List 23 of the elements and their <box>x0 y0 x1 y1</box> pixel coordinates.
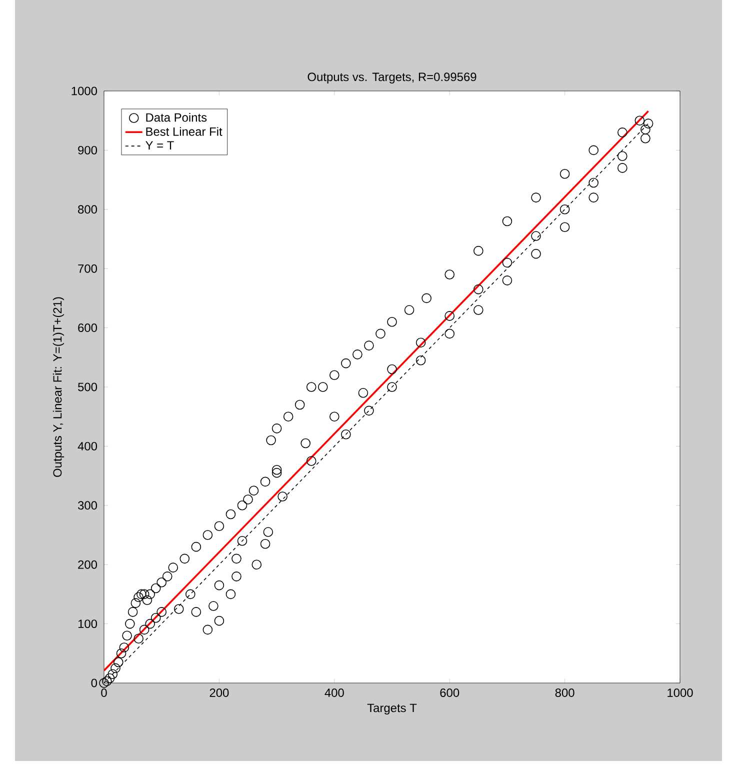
y-tick-label: 900 <box>78 146 98 154</box>
y-tick-label: 1000 <box>72 86 98 96</box>
x-tick-label: 600 <box>440 688 460 697</box>
y-tick-label: 700 <box>78 264 98 273</box>
legend-label: Data Points <box>146 112 207 122</box>
x-tick-label: 400 <box>324 688 344 697</box>
x-tick-label: 200 <box>210 688 229 697</box>
y-tick-label: 100 <box>78 620 98 628</box>
x-tick-label: 0 <box>101 688 107 697</box>
x-axis-title: Targets T <box>367 704 417 715</box>
y-tick-label: 600 <box>78 324 98 332</box>
y-tick-label: 500 <box>78 382 98 392</box>
y-tick-label: 0 <box>91 678 98 688</box>
y-tick-label: 800 <box>78 205 98 214</box>
legend-label: Best Linear Fit <box>146 127 222 136</box>
legend-label: Y = T <box>146 141 174 150</box>
chart-title: Outputs vs. Targets, R=0.99569 <box>308 72 476 84</box>
y-tick-label: 300 <box>78 501 98 510</box>
x-tick-label: 1000 <box>668 688 693 697</box>
y-tick-label: 200 <box>78 560 98 569</box>
y-tick-label: 400 <box>78 442 98 450</box>
y-axis-title: Outputs Y, Linear Fit: Y=(1)T+(21) <box>52 297 64 477</box>
x-tick-label: 800 <box>555 688 574 697</box>
